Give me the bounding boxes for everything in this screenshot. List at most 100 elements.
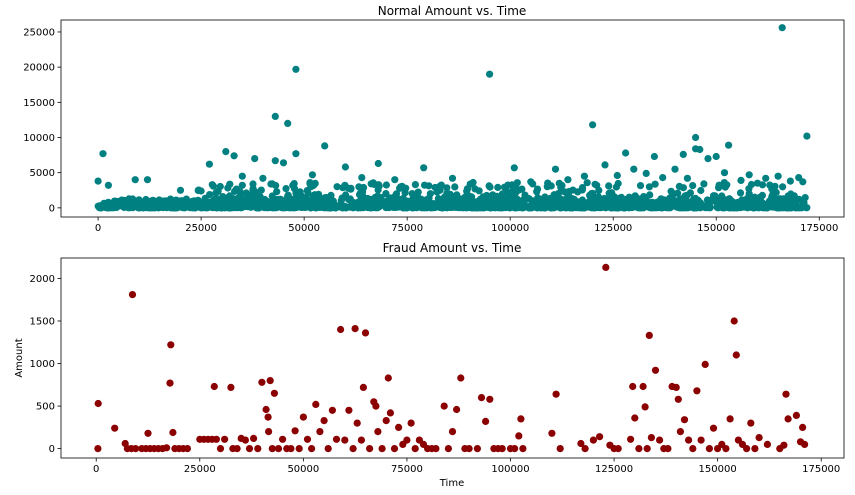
normal-data-point [753,179,762,187]
fraud-data-point [183,445,191,453]
normal-data-point [551,165,560,173]
normal-band-point [489,200,497,208]
normal-band-point [697,200,705,209]
fraud-data-point [390,445,399,453]
fraud-x-axis-label: Time [439,478,464,489]
fraud-data-point [732,351,740,359]
fraud-data-point [395,423,403,431]
normal-band-point [294,191,302,199]
fraud-data-point [635,445,643,453]
normal-band-point [468,193,476,201]
normal-band-point [249,180,257,188]
normal-band-point [311,191,319,199]
normal-band-point [657,201,665,209]
normal-band-point [519,197,527,205]
fraud-amount-subplot: Fraud Amount vs. Time 0 25000 50000 75000 10… [14,241,845,489]
normal-data-point [502,186,510,194]
normal-data-point [469,178,477,187]
normal-band-point [299,203,307,211]
fraud-data-point [614,445,622,453]
normal-band-point [453,191,461,199]
normal-band-point [718,192,726,200]
normal-band-point [569,186,577,194]
normal-band-point [558,181,566,190]
normal-data-point [279,159,288,167]
fraud-data-point [747,419,755,427]
normal-band-point [194,196,202,204]
fraud-data-point [722,445,730,453]
fraud-data-point [245,445,254,453]
normal-band-point [670,190,678,198]
normal-band-point [120,203,128,211]
normal-band-point [374,192,382,200]
fraud-data-point [295,445,303,453]
fraud-data-point [705,445,714,453]
normal-data-point [374,159,382,168]
normal-band-point [578,196,587,204]
fraud-data-point [726,415,734,423]
normal-data-point [692,133,700,142]
fraud-data-point [359,383,367,391]
normal-band-point [382,190,390,198]
fraud-data-point [792,411,801,419]
fraud-data-point [166,379,174,387]
normal-band-point [274,202,282,210]
normal-band-point [174,202,182,210]
normal-band-point [550,194,558,202]
fraud-data-point [128,291,137,299]
fraud-data-point [473,445,481,453]
normal-band-point [784,192,792,200]
normal-data-point [230,152,238,160]
normal-band-point [648,204,656,212]
normal-band-point [238,181,246,189]
normal-band-point [627,203,635,211]
normal-band-point [300,194,308,202]
normal-data-point [271,157,279,165]
fraud-data-point [477,394,486,402]
fraud-data-point [266,377,274,385]
normal-band-point [706,198,714,206]
normal-data-point [510,164,518,172]
fraud-data-point [312,400,320,408]
normal-y-tick-label: 10000 [23,133,55,144]
normal-band-point [112,201,120,209]
normal-band-point [715,181,723,189]
normal-band-point [594,193,603,201]
normal-data-point [564,176,572,184]
normal-band-point [513,179,521,187]
normal-band-point [756,193,764,201]
fraud-data-point [651,366,660,374]
fraud-data-point [403,436,411,444]
normal-band-point [747,180,756,189]
fraud-chart-title: Fraud Amount vs. Time [383,241,522,255]
fraud-data-point [631,414,639,422]
normal-band-point [588,202,596,210]
fraud-data-point [341,436,349,444]
fraud-data-point [680,416,689,424]
fraud-data-point [258,378,266,386]
fraud-data-point [411,445,419,453]
normal-band-point [801,194,809,202]
fraud-data-point [268,445,276,453]
normal-band-point [691,194,700,202]
normal-data-point [527,178,535,186]
normal-band-point [798,204,806,212]
fraud-data-point [589,436,598,444]
normal-band-point [231,187,239,195]
normal-data-point [704,155,712,163]
fraud-data-point [639,382,647,391]
fraud-data-point [332,435,341,443]
normal-band-point [282,185,290,193]
normal-band-point [514,204,522,212]
fraud-data-point [291,427,299,435]
normal-band-point [746,203,754,211]
normal-band-point [319,203,328,211]
fraud-data-point [303,435,312,443]
fraud-data-point [482,417,490,425]
normal-band-point [743,194,751,203]
normal-band-point [614,179,622,188]
normal-data-point [486,70,494,78]
normal-data-point [131,176,139,184]
fraud-data-point [743,445,751,453]
